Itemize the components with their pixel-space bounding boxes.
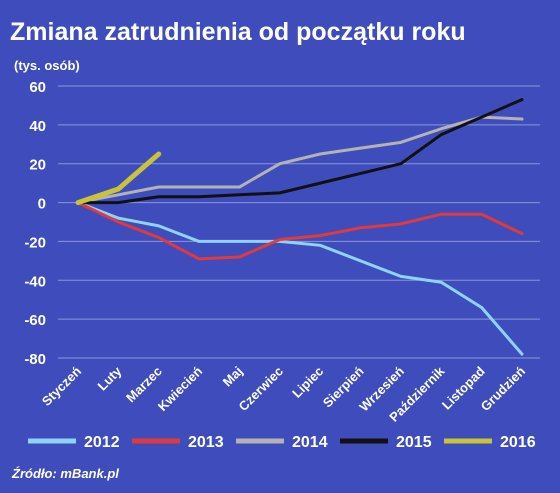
subtitle: (tys. osób) bbox=[14, 58, 80, 73]
legend-label: 2015 bbox=[396, 434, 432, 451]
y-tick-label: -60 bbox=[24, 312, 46, 329]
legend-label: 2016 bbox=[500, 434, 536, 451]
y-tick-label: 0 bbox=[38, 196, 46, 213]
series-line bbox=[76, 201, 524, 356]
y-tick-label: 40 bbox=[29, 118, 46, 135]
y-tick-label: -80 bbox=[24, 351, 46, 368]
y-tick-label: -40 bbox=[24, 273, 46, 290]
series-line bbox=[75, 151, 162, 206]
series-line bbox=[76, 115, 524, 205]
series-line bbox=[76, 201, 524, 261]
legend-label: 2013 bbox=[188, 434, 224, 451]
legend-label: 2014 bbox=[292, 434, 328, 451]
source: Źródło: mBank.pl bbox=[11, 466, 119, 481]
series-line bbox=[76, 98, 524, 205]
y-tick-label: -20 bbox=[24, 234, 46, 251]
y-tick-label: 20 bbox=[29, 157, 46, 174]
legend-label: 2012 bbox=[84, 434, 120, 451]
y-tick-label: 60 bbox=[29, 79, 46, 96]
chart-title: Zmiana zatrudnienia od początku roku bbox=[10, 18, 466, 46]
